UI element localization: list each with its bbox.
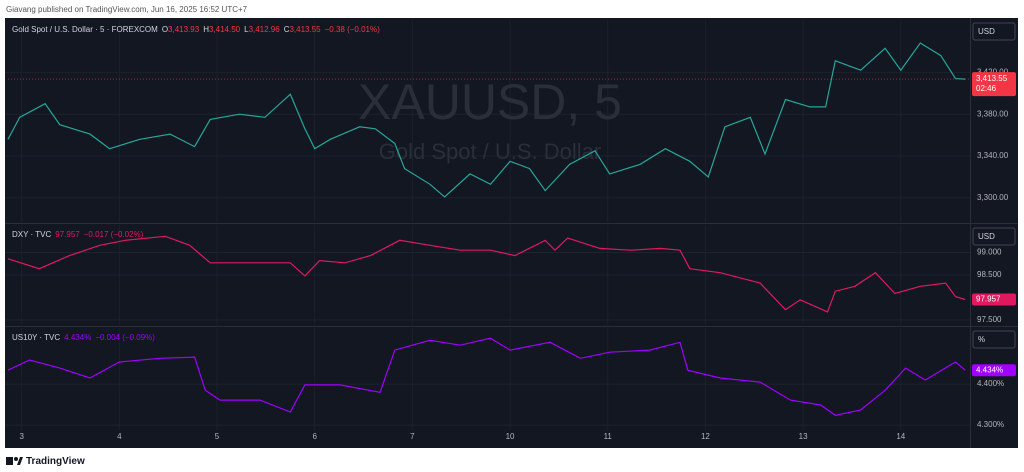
countdown: 02:46 bbox=[976, 84, 997, 93]
currency-box bbox=[972, 227, 1016, 246]
legend-name: US10Y · TVC bbox=[12, 333, 60, 342]
logo bbox=[6, 457, 23, 465]
x-tick-label: 10 bbox=[506, 432, 515, 441]
x-tick-label: 14 bbox=[896, 432, 905, 441]
legend: Gold Spot / U.S. Dollar · 5 · FOREXCOM O3… bbox=[12, 25, 380, 34]
last-price-box bbox=[972, 364, 1016, 377]
x-tick-label: 11 bbox=[604, 432, 613, 441]
last-price-label: 97.957 bbox=[976, 295, 1001, 304]
legend-change: −0.38 (−0.01%) bbox=[325, 25, 380, 34]
x-tick-label: 12 bbox=[701, 432, 710, 441]
chart-area bbox=[5, 18, 1018, 448]
y-tick-label: 4.400% bbox=[977, 379, 1004, 388]
last-price-box bbox=[972, 293, 1016, 306]
last-price-box bbox=[972, 72, 1016, 97]
quote-value: 3,413.55 bbox=[289, 25, 321, 34]
x-tick-label: 4 bbox=[117, 432, 122, 441]
x-tick-label: 13 bbox=[799, 432, 808, 441]
quote-value: 3,413.93 bbox=[168, 25, 200, 34]
quote-key: O bbox=[162, 25, 168, 34]
watermark-subtitle: Gold Spot / U.S. Dollar bbox=[379, 139, 602, 164]
quote-key: C bbox=[284, 25, 290, 34]
quote-key: L bbox=[244, 25, 249, 34]
y-tick-label: 97.500 bbox=[977, 315, 1002, 324]
header: Giavang published on TradingView.com, Ju… bbox=[6, 5, 248, 14]
legend-last: 97.957 bbox=[55, 230, 80, 239]
x-tick-label: 6 bbox=[312, 432, 317, 441]
quote-value: 3,412.96 bbox=[249, 25, 281, 34]
y-tick-label: 3,300.00 bbox=[977, 193, 1009, 202]
y-tick-label: 3,380.00 bbox=[977, 109, 1009, 118]
currency: USD bbox=[978, 232, 995, 241]
legend-last: 4.434% bbox=[64, 333, 91, 342]
legend: US10Y · TVC 4.434% −0.004 (−0.09%) bbox=[12, 333, 155, 342]
watermark: XAUUSD, 5 bbox=[358, 74, 622, 130]
currency: USD bbox=[978, 27, 995, 36]
legend-name: DXY · TVC bbox=[12, 230, 51, 239]
x-tick-label: 3 bbox=[19, 432, 24, 441]
legend-change: −0.017 (−0.02%) bbox=[84, 230, 144, 239]
price-line bbox=[7, 235, 966, 313]
legend-name: Gold Spot / U.S. Dollar · 5 · FOREXCOM bbox=[12, 25, 158, 34]
footer: TradingView bbox=[26, 456, 85, 467]
legend-change: −0.004 (−0.09%) bbox=[95, 333, 155, 342]
last-price-label: 4.434% bbox=[976, 365, 1003, 374]
currency-box bbox=[972, 330, 1016, 349]
y-tick-label: 3,420.00 bbox=[977, 67, 1009, 76]
legend: DXY · TVC 97.957 −0.017 (−0.02%) bbox=[12, 230, 144, 239]
quote-value: 3,414.50 bbox=[209, 25, 241, 34]
currency: % bbox=[978, 335, 985, 344]
currency-box bbox=[972, 22, 1016, 41]
y-tick-label: 4.300% bbox=[977, 420, 1004, 429]
quote-key: H bbox=[203, 25, 209, 34]
price-line bbox=[7, 42, 966, 198]
x-tick-label: 7 bbox=[410, 432, 415, 441]
y-tick-label: 98.500 bbox=[977, 270, 1002, 279]
x-tick-label: 5 bbox=[215, 432, 220, 441]
y-tick-label: 99.000 bbox=[977, 248, 1002, 257]
last-price-label: 3,413.55 bbox=[976, 74, 1008, 83]
price-line bbox=[7, 337, 966, 416]
y-tick-label: 3,340.00 bbox=[977, 151, 1009, 160]
